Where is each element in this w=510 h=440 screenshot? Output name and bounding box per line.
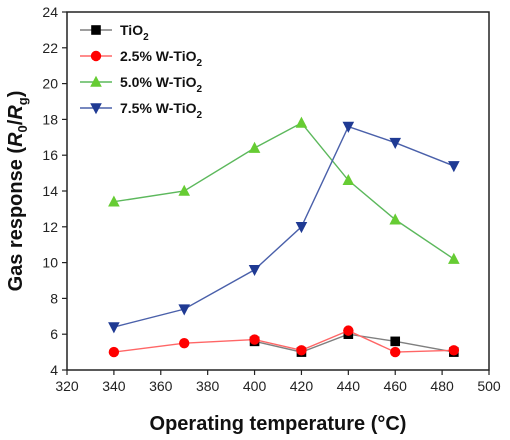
- data-point: [248, 264, 261, 277]
- series-1: [108, 325, 460, 358]
- legend-marker: [90, 103, 102, 115]
- x-tick-label: 400: [243, 378, 267, 394]
- data-point: [448, 252, 460, 264]
- data-point: [390, 346, 401, 358]
- x-tick-label: 500: [477, 378, 501, 394]
- y-tick-label: 12: [42, 219, 58, 235]
- data-point: [249, 334, 260, 345]
- y-tick-label: 24: [42, 4, 58, 20]
- x-axis-title: Operating temperature (°C): [150, 413, 407, 435]
- data-point: [179, 337, 190, 349]
- data-point: [448, 345, 460, 356]
- legend-label: 5.0% W-TiO2: [120, 74, 202, 95]
- data-point: [295, 116, 308, 128]
- data-point: [342, 121, 355, 133]
- data-point: [178, 304, 191, 316]
- data-point: [248, 141, 261, 153]
- series-2: [108, 116, 460, 264]
- legend-item: TiO2: [80, 22, 149, 43]
- legend-label: 2.5% W-TiO2: [120, 48, 202, 69]
- x-tick-label: 440: [337, 378, 361, 394]
- y-tick-label: 22: [42, 40, 58, 56]
- data-point: [108, 346, 120, 358]
- x-tick-label: 420: [290, 378, 314, 394]
- y-tick-label: 6: [50, 326, 58, 342]
- legend-label: 7.5% W-TiO2: [120, 100, 202, 121]
- y-axis-title: Gas response (R0/Rg): [5, 91, 30, 292]
- data-point: [342, 173, 355, 186]
- legend-marker: [90, 75, 102, 87]
- y-tick-label: 14: [42, 183, 58, 199]
- y-tick-label: 8: [50, 290, 58, 306]
- data-point: [295, 222, 308, 234]
- y-axis-title-main: Gas response: [5, 159, 27, 291]
- legend-item: 5.0% W-TiO2: [80, 74, 202, 95]
- data-point: [389, 213, 402, 225]
- data-point: [178, 184, 191, 196]
- x-tick-label: 480: [430, 378, 454, 394]
- data-point: [343, 325, 354, 336]
- data-point: [448, 161, 460, 173]
- series-3: [108, 121, 460, 334]
- legend-label: TiO2: [120, 22, 149, 43]
- x-tick-label: 340: [102, 378, 126, 394]
- data-point: [108, 195, 120, 207]
- y-tick-label: 20: [42, 76, 58, 92]
- y-tick-label: 18: [42, 111, 58, 127]
- y-tick-label: 10: [42, 255, 58, 271]
- legend-item: 7.5% W-TiO2: [80, 100, 202, 121]
- data-point: [390, 336, 401, 347]
- legend-marker: [91, 25, 101, 35]
- x-tick-label: 380: [196, 378, 220, 394]
- x-tick-label: 460: [384, 378, 408, 394]
- data-point: [108, 322, 120, 334]
- legend-marker: [90, 50, 102, 62]
- y-tick-label: 4: [50, 362, 58, 378]
- legend-item: 2.5% W-TiO2: [80, 48, 202, 69]
- x-tick-label: 360: [149, 378, 173, 394]
- x-tick-label: 320: [55, 378, 79, 394]
- data-point: [389, 137, 402, 149]
- y-tick-label: 16: [42, 147, 58, 163]
- data-point: [296, 345, 307, 356]
